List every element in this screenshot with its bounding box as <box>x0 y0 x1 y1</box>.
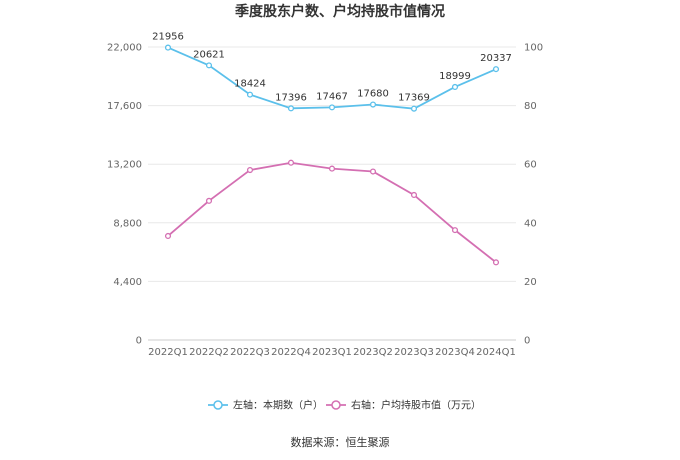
x-tick-label: 2024Q1 <box>476 347 516 358</box>
data-point <box>287 159 295 166</box>
data-point <box>164 232 172 240</box>
series-line-2 <box>167 161 497 264</box>
x-axis: 2022Q1 2022Q2 2022Q3 2022Q4 2023Q1 2023Q2 2023… <box>148 347 516 358</box>
data-point <box>410 191 418 199</box>
x-tick-label: 2022Q4 <box>271 347 311 358</box>
right-tick-label: 0 <box>524 336 530 347</box>
series <box>164 44 500 266</box>
x-tick-label: 2023Q4 <box>435 347 475 358</box>
data-point <box>328 165 336 172</box>
left-tick-label: 0 <box>136 336 142 347</box>
right-tick-label: 80 <box>524 101 537 112</box>
data-label: 18999 <box>439 71 471 82</box>
data-label: 18424 <box>234 79 266 90</box>
x-tick-label: 2022Q1 <box>148 347 188 358</box>
data-point <box>246 91 254 98</box>
x-tick-label: 2023Q1 <box>312 347 352 358</box>
legend-swatch-marker <box>213 400 223 410</box>
data-point <box>205 62 213 69</box>
legend-label: 右轴：户均持股市值（万元） <box>351 399 481 412</box>
legend-swatch-marker <box>331 400 341 410</box>
right-tick-label: 100 <box>524 43 543 54</box>
data-point <box>328 104 336 111</box>
source-text: 数据来源：恒生聚源 <box>291 435 390 449</box>
data-point <box>492 66 500 73</box>
right-tick-label: 20 <box>524 277 537 288</box>
data-point <box>369 168 377 175</box>
data-label: 17369 <box>398 93 430 104</box>
left-tick-label: 8,800 <box>113 218 142 229</box>
data-label: 17467 <box>316 91 348 102</box>
data-point <box>369 101 377 108</box>
x-tick-label: 2023Q3 <box>394 347 434 358</box>
data-point <box>246 167 254 174</box>
chart-title: 季度股东户数、户均持股市值情况 <box>234 3 445 20</box>
data-point <box>164 44 172 51</box>
data-labels: 21956 20621 18424 17396 17467 17680 17369 18999… <box>152 32 512 104</box>
left-tick-label: 17,600 <box>107 101 142 112</box>
data-label: 17396 <box>275 92 307 103</box>
legend: 左轴：本期数（户） 右轴：户均持股市值（万元） <box>208 399 481 412</box>
left-tick-label: 13,200 <box>107 160 142 171</box>
x-tick-label: 2023Q2 <box>353 347 393 358</box>
data-point <box>451 83 459 91</box>
right-axis: 0 20 40 60 80 100 <box>524 43 543 347</box>
legend-label: 左轴：本期数（户） <box>233 399 323 412</box>
left-tick-label: 4,400 <box>113 277 142 288</box>
data-point <box>492 259 500 266</box>
data-label: 17680 <box>357 89 389 100</box>
right-tick-label: 40 <box>524 218 537 229</box>
data-point <box>451 227 459 234</box>
right-tick-label: 60 <box>524 160 537 171</box>
data-point <box>205 197 213 204</box>
left-axis: 0 4,400 8,800 13,200 17,600 22,000 <box>107 43 142 347</box>
data-label: 20337 <box>480 53 512 64</box>
left-tick-label: 22,000 <box>107 43 142 54</box>
data-label: 21956 <box>152 32 184 43</box>
data-point <box>287 105 295 112</box>
data-label: 20621 <box>193 49 225 60</box>
x-tick-label: 2022Q2 <box>189 347 229 358</box>
x-tick-label: 2022Q3 <box>230 347 270 358</box>
data-point <box>410 105 418 112</box>
